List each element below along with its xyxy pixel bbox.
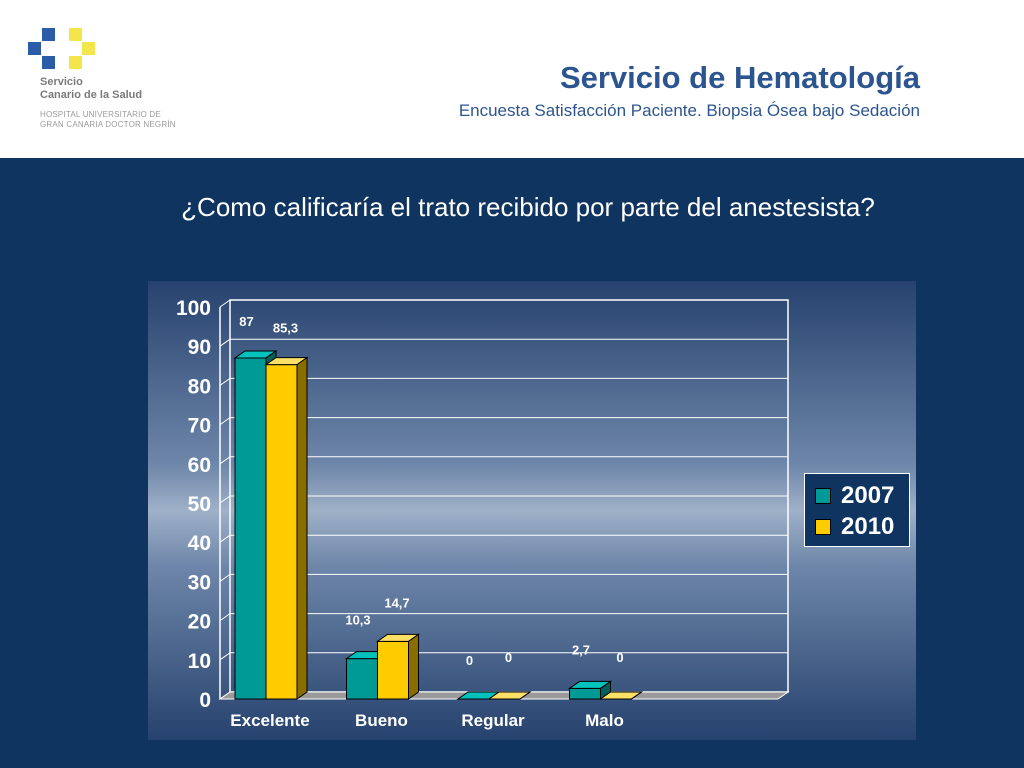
gridline-side [219, 652, 231, 661]
org-name-line1: Servicio [40, 76, 83, 88]
data-label-2010-bueno: 14,7 [384, 595, 409, 610]
gridline-side [219, 456, 231, 465]
slide-header: Servicio Canario de la Salud HOSPITAL UN… [0, 0, 1024, 158]
data-label-2007-malo: 2,7 [572, 642, 590, 657]
survey-question: ¿Como calificaría el trato recibido por … [181, 192, 875, 222]
y-tick-label: 100 [176, 297, 211, 320]
slide-title: Servicio de Hematología [559, 60, 920, 95]
x-category-label: Regular [461, 711, 525, 730]
data-label-2010-excelente: 85,3 [273, 321, 298, 336]
y-tick-label: 0 [199, 689, 211, 712]
data-label-2007-bueno: 10,3 [345, 613, 370, 628]
legend-swatch-2007 [815, 487, 831, 504]
bar-2007-excelente [234, 357, 267, 700]
bar-side-2010-malo [631, 691, 642, 700]
legend-item-2010: 2010 [815, 511, 909, 542]
organization-block: Servicio Canario de la Salud HOSPITAL UN… [40, 76, 176, 130]
gridline-side [219, 338, 231, 347]
bar-2010-bueno [377, 640, 409, 700]
y-tick-label: 10 [188, 650, 211, 673]
gridline-side [219, 573, 231, 582]
y-tick-label: 50 [188, 493, 211, 516]
gridline-side [219, 377, 231, 386]
org-name-line2: Canario de la Salud [40, 89, 143, 101]
gridline-side [219, 495, 231, 504]
y-tick-label: 80 [188, 375, 211, 398]
canarias-health-logo-icon [28, 28, 95, 69]
gridline-side [219, 417, 231, 426]
slide-subtitle: Encuesta Satisfacción Paciente. Biopsia … [458, 101, 920, 120]
bar-2010-excelente [265, 364, 298, 700]
x-category-label: Malo [585, 711, 624, 730]
hospital-name-line1: HOSPITAL UNIVERSITARIO DE [40, 110, 161, 119]
y-tick-label: 90 [188, 336, 211, 359]
chart-legend: 2007 2010 [804, 473, 910, 547]
gridline-side [219, 534, 231, 543]
bar-side-2010-bueno [408, 633, 419, 700]
bar-side-2010-regular [519, 691, 531, 700]
bar-2007-malo [569, 687, 601, 700]
y-tick-label: 70 [188, 415, 211, 438]
y-tick-label: 30 [188, 571, 211, 594]
legend-swatch-2010 [815, 518, 831, 535]
data-label-2007-excelente: 87 [239, 314, 253, 329]
hospital-name: HOSPITAL UNIVERSITARIO DE GRAN CANARIA D… [40, 110, 176, 130]
y-tick-label: 20 [188, 611, 211, 634]
data-label-2007-regular: 0 [466, 653, 473, 668]
hospital-name-line2: GRAN CANARIA DOCTOR NEGRÍN [40, 120, 176, 129]
x-category-label: Excelente [230, 711, 309, 730]
bar-2007-bueno [346, 658, 378, 700]
y-tick-label: 40 [188, 532, 211, 555]
gridline-side [219, 299, 231, 308]
x-category-label: Bueno [355, 711, 408, 730]
y-tick-label: 60 [188, 454, 211, 477]
legend-item-2007: 2007 [815, 480, 909, 511]
gridline-side [219, 613, 231, 622]
data-label-2010-malo: 0 [616, 650, 623, 665]
legend-label-2007: 2007 [841, 481, 895, 509]
data-label-2010-regular: 0 [505, 650, 512, 665]
legend-label-2010: 2010 [841, 512, 895, 540]
bar-side-2010-excelente [296, 356, 308, 700]
